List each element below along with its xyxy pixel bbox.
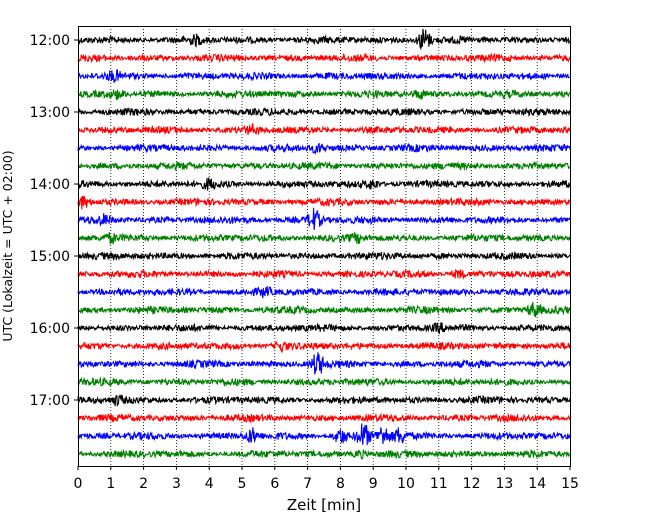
trace-1515: [77, 268, 571, 280]
x-axis-label: Zeit [min]: [287, 496, 361, 514]
trace-1445: [77, 232, 571, 245]
x-tick-label: 8: [336, 476, 345, 492]
y-axis-label: UTC (Lokalzeit = UTC + 02:00): [0, 150, 15, 341]
x-tick-label: 6: [270, 476, 279, 492]
x-tick-label: 4: [205, 476, 214, 492]
trace-1330: [77, 142, 571, 155]
y-tick-label: 12:00: [30, 33, 70, 49]
x-tick-label: 5: [238, 476, 247, 492]
trace-1400: [77, 177, 571, 191]
trace-1430: [77, 207, 571, 231]
y-tick-label: 17:00: [30, 393, 70, 409]
trace-1615: [77, 341, 571, 353]
trace-1315: [77, 122, 571, 136]
trace-1545: [77, 301, 571, 318]
x-tick-label: 0: [74, 476, 83, 492]
trace-1715: [77, 412, 571, 424]
traces-group: [77, 28, 571, 460]
x-tick-label: 2: [139, 476, 148, 492]
x-axis-ticks: 0 1 2 3 4 5 6 7 8 9 10 11 12 13 14 15: [74, 466, 579, 492]
y-tick-label: 16:00: [30, 321, 70, 337]
trace-1230: [77, 69, 571, 84]
x-tick-label: 11: [430, 476, 448, 492]
trace-1345: [77, 160, 571, 171]
trace-1745: [77, 448, 571, 460]
x-tick-label: 10: [397, 476, 415, 492]
x-tick-label: 15: [561, 476, 579, 492]
trace-1700: [77, 394, 571, 408]
x-tick-label: 14: [528, 476, 546, 492]
y-tick-label: 13:00: [30, 105, 70, 121]
y-tick-label: 14:00: [30, 177, 70, 193]
trace-1500: [77, 250, 571, 262]
x-tick-label: 1: [106, 476, 115, 492]
x-tick-label: 12: [463, 476, 481, 492]
trace-1730: [77, 423, 571, 446]
trace-1245: [77, 88, 571, 101]
x-tick-label: 13: [495, 476, 513, 492]
y-tick-label: 15:00: [30, 249, 70, 265]
trace-1200: [77, 28, 571, 51]
x-tick-label: 3: [172, 476, 181, 492]
x-tick-label: 7: [303, 476, 312, 492]
trace-1645: [77, 376, 571, 388]
trace-1600: [77, 322, 571, 334]
trace-1300: [77, 106, 571, 117]
plot-frame: [78, 26, 571, 467]
trace-1630: [77, 352, 571, 375]
vertical-grid: [110, 26, 538, 466]
x-tick-label: 9: [369, 476, 378, 492]
trace-1215: [77, 52, 571, 64]
trace-1530: [77, 285, 571, 299]
y-axis-ticks: 12:00 13:00 14:00 15:00 16:00 17:00: [30, 33, 78, 409]
trace-1415: [77, 195, 571, 210]
